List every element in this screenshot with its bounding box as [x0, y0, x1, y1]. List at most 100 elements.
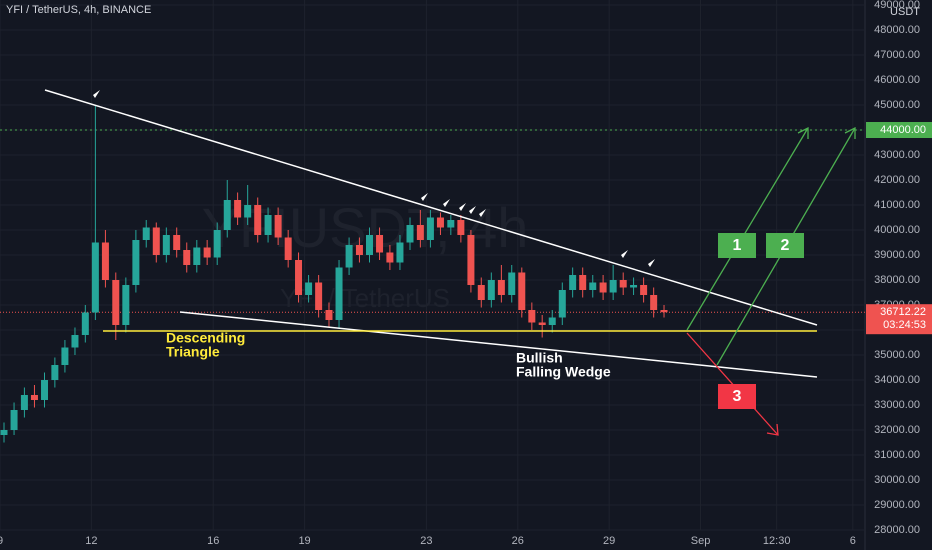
candle-body [91, 242, 99, 313]
candle-body [609, 280, 617, 293]
box [718, 384, 756, 409]
y-tick-label: 49000.00 [874, 0, 920, 11]
y-tick-label: 40000.00 [874, 224, 920, 236]
candle-body [112, 280, 120, 325]
y-tick-label: 48000.00 [874, 24, 920, 36]
candle-body [173, 235, 181, 250]
candle-body [81, 312, 89, 335]
candle-body [71, 335, 79, 348]
box-label: 1 [733, 237, 742, 254]
arrow-marker [469, 206, 476, 214]
countdown: 03:24:53 [883, 319, 926, 331]
y-tick-label: 38000.00 [874, 274, 920, 286]
arrow [686, 127, 809, 331]
candle-body [254, 205, 262, 235]
candle-body [244, 205, 252, 218]
arrow-marker [648, 259, 655, 267]
candle-body [426, 217, 434, 240]
candle-body [355, 245, 363, 255]
candle-body [436, 217, 444, 228]
candle-body [162, 235, 170, 255]
candle-body [406, 225, 414, 243]
arrow-head [766, 423, 779, 436]
y-tick-label: 34000.00 [874, 374, 920, 386]
chart-title: YFI / TetherUS, 4h, BINANCE [6, 4, 151, 16]
candle-body [487, 280, 495, 300]
candle-body [548, 317, 556, 325]
candle-body [315, 282, 323, 310]
y-tick-label: 45000.00 [874, 99, 920, 111]
candle-body [61, 347, 69, 365]
candle-body [203, 247, 211, 258]
arrow-marker [459, 203, 466, 211]
x-tick-label: 16 [207, 535, 219, 547]
candle-body [152, 227, 160, 255]
annotation: Bullish [516, 350, 563, 366]
candle-body [223, 200, 231, 230]
candle-body [284, 237, 292, 260]
candle-body [619, 280, 627, 288]
y-tick-label: 39000.00 [874, 249, 920, 261]
candle-body [295, 260, 303, 295]
x-tick-label: Sep [691, 535, 711, 547]
candle-body [528, 310, 536, 323]
candle-body [477, 285, 485, 300]
candle-body [497, 280, 505, 295]
annotation: Descending [166, 330, 245, 346]
candle-body [0, 430, 8, 435]
candle-body [447, 220, 455, 228]
annotation: Falling Wedge [516, 364, 611, 380]
candle-body [660, 310, 668, 313]
currency: USDT [890, 6, 920, 18]
arrow-head [797, 126, 809, 139]
candle-body [467, 235, 475, 285]
candle-body [335, 267, 343, 320]
box [766, 233, 804, 258]
y-tick-label: 32000.00 [874, 424, 920, 436]
candle-body [457, 220, 465, 235]
trend-line [44, 89, 818, 326]
arrow-marker [621, 250, 628, 258]
box-label: 3 [733, 388, 742, 405]
y-tick-label: 28000.00 [874, 524, 920, 536]
candle-body [122, 285, 130, 325]
y-tick-label: 41000.00 [874, 199, 920, 211]
candle-body [51, 365, 59, 380]
candle-body [416, 225, 424, 240]
candle-body [558, 290, 566, 318]
candle-body [325, 310, 333, 320]
candle-body [508, 272, 516, 295]
candle-body [20, 395, 28, 410]
candle-body [10, 410, 18, 430]
candle-body [305, 282, 313, 295]
candle-body [101, 242, 109, 280]
x-tick-label: 12:30 [763, 535, 791, 547]
box-label: 2 [781, 237, 790, 254]
candle-body [234, 200, 242, 218]
candle-body [396, 242, 404, 263]
candle-body [599, 282, 607, 293]
target-label: 44000.00 [880, 124, 926, 136]
candle-body [650, 295, 658, 310]
candle-body [193, 247, 201, 265]
candle-body [640, 285, 648, 295]
y-tick-label: 46000.00 [874, 74, 920, 86]
y-tick-label: 29000.00 [874, 499, 920, 511]
y-tick-label: 35000.00 [874, 349, 920, 361]
arrow-marker [93, 90, 100, 98]
y-tick-label: 47000.00 [874, 49, 920, 61]
candle-body [569, 275, 577, 290]
y-tick-label: 31000.00 [874, 449, 920, 461]
drawings: Descending Triangle Bullish Falling Wedg… [44, 89, 856, 436]
y-tick-label: 43000.00 [874, 149, 920, 161]
arrow-head [844, 126, 856, 139]
x-tick-label: 19 [298, 535, 310, 547]
x-tick-label: 12 [85, 535, 97, 547]
arrow-marker [443, 199, 450, 207]
candle-body [518, 272, 526, 310]
y-tick-label: 30000.00 [874, 474, 920, 486]
markers [93, 90, 655, 267]
x-tick-label: 6 [850, 535, 856, 547]
